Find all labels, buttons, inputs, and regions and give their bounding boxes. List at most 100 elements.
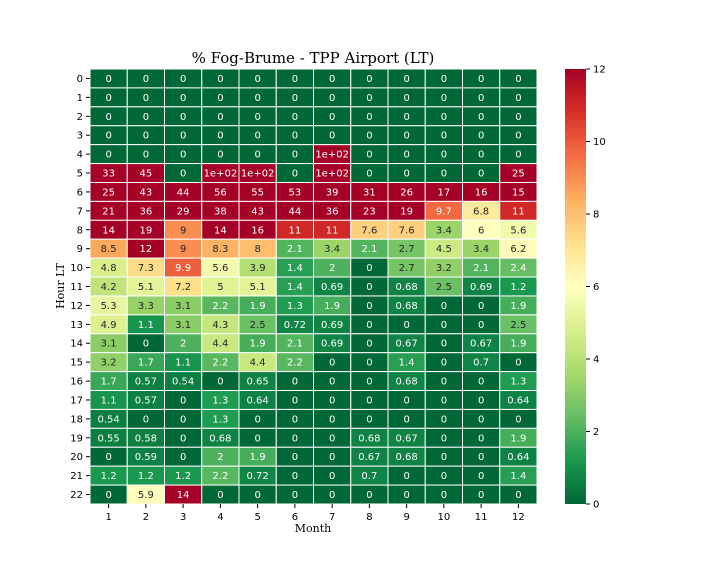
cell-value-label: 0 <box>105 150 111 161</box>
y-axis-label: Hour LT <box>54 262 67 308</box>
cell-value-label: 0 <box>180 74 186 85</box>
cell-value-label: 0.7 <box>473 358 489 369</box>
colorbar-tick-label: 0 <box>593 500 599 511</box>
cell-value-label: 4.3 <box>212 320 228 331</box>
cell-value-label: 0 <box>254 150 260 161</box>
cell-value-label: 0 <box>254 112 260 123</box>
cell-value-label: 1.9 <box>510 433 526 444</box>
y-tick-label: 17 <box>70 395 83 406</box>
cell-value-label: 0 <box>217 131 223 142</box>
cell-value-label: 0 <box>217 490 223 501</box>
cell-value-label: 0.54 <box>172 377 194 388</box>
cell-value-label: 0 <box>329 131 335 142</box>
cell-value-label: 0 <box>403 490 409 501</box>
cell-value-label: 0 <box>515 74 521 85</box>
cell-value-label: 3.4 <box>324 244 340 255</box>
cell-value-label: 39 <box>326 187 339 198</box>
x-tick-label: 11 <box>475 512 488 523</box>
cell-value-label: 0 <box>366 282 372 293</box>
cell-value-label: 0 <box>254 74 260 85</box>
cell-value-label: 1.7 <box>101 377 117 388</box>
cell-value-label: 0 <box>180 452 186 463</box>
cell-value-label: 1.3 <box>510 377 526 388</box>
cell-value-label: 0 <box>217 93 223 104</box>
cell-value-label: 0 <box>180 169 186 180</box>
cell-value-label: 0 <box>478 112 484 123</box>
cell-value-label: 0 <box>180 433 186 444</box>
cell-value-label: 3.1 <box>175 301 191 312</box>
y-tick-label: 16 <box>70 377 83 388</box>
cell-value-label: 0 <box>180 112 186 123</box>
cell-value-label: 5 <box>217 282 223 293</box>
cell-value-label: 0 <box>366 150 372 161</box>
cell-value-label: 0 <box>180 395 186 406</box>
cell-value-label: 0 <box>292 433 298 444</box>
cell-value-label: 0 <box>478 93 484 104</box>
cell-value-label: 5.6 <box>212 263 228 274</box>
cell-value-label: 53 <box>289 187 302 198</box>
cell-value-label: 0 <box>105 93 111 104</box>
cell-value-label: 4.5 <box>436 244 452 255</box>
cell-value-label: 2 <box>329 263 335 274</box>
y-tick-label: 7 <box>77 206 83 217</box>
cell-value-label: 0.57 <box>135 395 157 406</box>
cell-value-label: 0 <box>515 131 521 142</box>
cell-value-label: 0 <box>478 131 484 142</box>
cell-value-label: 1.1 <box>138 320 154 331</box>
cell-value-label: 0 <box>329 452 335 463</box>
cell-value-label: 1.9 <box>250 301 266 312</box>
cell-value-label: 0.68 <box>395 282 417 293</box>
colorbar-tick-label: 8 <box>593 210 599 221</box>
x-tick-label: 1 <box>105 512 111 523</box>
cell-value-label: 1.9 <box>324 301 340 312</box>
cell-value-label: 0 <box>292 169 298 180</box>
cell-value-label: 0 <box>329 358 335 369</box>
cell-value-label: 0 <box>329 74 335 85</box>
cell-value-label: 12 <box>140 244 153 255</box>
cell-value-label: 0 <box>441 377 447 388</box>
cell-value-label: 0 <box>403 93 409 104</box>
cell-value-label: 0 <box>105 131 111 142</box>
cell-value-label: 2.5 <box>436 282 452 293</box>
cell-value-label: 0 <box>143 414 149 425</box>
cell-value-label: 0.69 <box>321 320 343 331</box>
cell-value-label: 1.9 <box>510 339 526 350</box>
y-tick-label: 6 <box>77 187 83 198</box>
cell-value-label: 6.8 <box>473 206 489 217</box>
x-tick-label: 12 <box>512 512 525 523</box>
cell-value-label: 0 <box>105 452 111 463</box>
cell-value-label: 2.1 <box>287 339 303 350</box>
cell-value-label: 1.4 <box>287 282 303 293</box>
cell-value-label: 0 <box>366 263 372 274</box>
cell-value-label: 3.2 <box>101 358 117 369</box>
y-tick-label: 9 <box>77 244 83 255</box>
y-tick-label: 14 <box>70 339 83 350</box>
cell-value-label: 14 <box>102 225 115 236</box>
cell-value-label: 0 <box>478 377 484 388</box>
cell-value-label: 4.9 <box>101 320 117 331</box>
cell-value-label: 0 <box>292 150 298 161</box>
cell-value-label: 43 <box>251 206 264 217</box>
cell-value-label: 0.68 <box>395 377 417 388</box>
cell-value-label: 2.1 <box>287 244 303 255</box>
cell-value-label: 0 <box>143 150 149 161</box>
colorbar-tick-label: 2 <box>593 427 599 438</box>
cell-value-label: 0 <box>515 414 521 425</box>
cell-value-label: 0 <box>366 358 372 369</box>
cell-value-label: 0 <box>441 131 447 142</box>
cell-value-label: 0.67 <box>358 452 380 463</box>
cell-value-label: 44 <box>177 187 190 198</box>
cell-value-label: 16 <box>251 225 264 236</box>
cell-value-label: 0.68 <box>395 301 417 312</box>
colorbar-tick-label: 10 <box>593 137 606 148</box>
cell-value-label: 1.4 <box>399 358 415 369</box>
cell-value-label: 7.6 <box>399 225 415 236</box>
cell-value-label: 0 <box>441 301 447 312</box>
cell-value-label: 16 <box>475 187 488 198</box>
cell-value-label: 0 <box>292 74 298 85</box>
cell-value-label: 0 <box>478 301 484 312</box>
cell-value-label: 0.64 <box>507 452 529 463</box>
cell-value-label: 1.1 <box>175 358 191 369</box>
y-tick-label: 2 <box>77 112 83 123</box>
